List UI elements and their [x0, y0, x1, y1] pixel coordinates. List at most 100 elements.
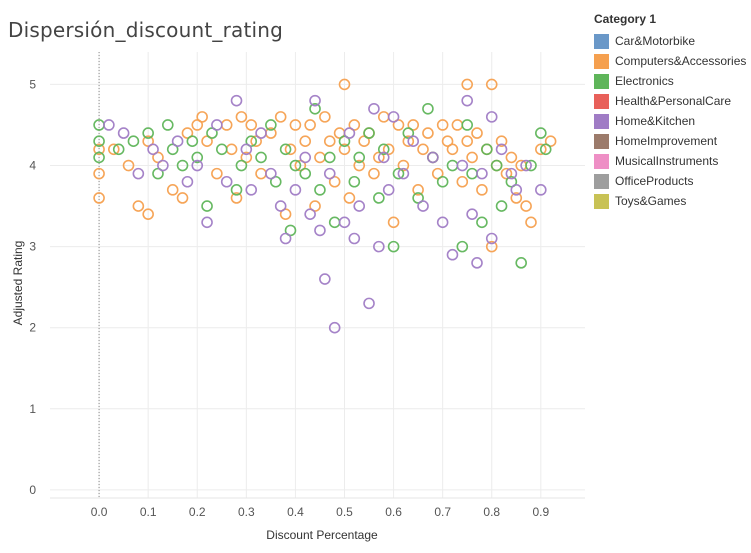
data-point	[93, 151, 105, 164]
legend-label: Computers&Accessories	[615, 54, 747, 68]
data-point	[117, 127, 130, 139]
data-point	[377, 111, 390, 123]
data-point	[481, 143, 493, 156]
data-point	[191, 151, 204, 164]
y-axis-title: Adjusted Rating	[11, 241, 25, 326]
data-point	[255, 127, 267, 139]
data-point	[338, 78, 351, 91]
data-point	[274, 111, 287, 123]
legend-label: OfficeProducts	[615, 174, 694, 188]
data-point	[328, 175, 341, 188]
data-point	[505, 167, 518, 180]
data-point	[279, 232, 292, 245]
legend-items: Car&Motorbike Computers&Accessories Electr…	[594, 31, 749, 211]
data-point	[245, 119, 258, 131]
data-point	[544, 135, 557, 147]
data-point	[461, 78, 474, 91]
legend-swatch	[594, 153, 609, 169]
data-point	[387, 240, 400, 253]
legend-item[interactable]: OfficeProducts	[594, 171, 749, 191]
legend-item[interactable]: HomeImprovement	[594, 131, 749, 151]
data-point	[348, 232, 361, 245]
gridlines	[50, 52, 585, 498]
y-tick-label: 3	[29, 240, 36, 254]
data-point	[525, 216, 537, 229]
data-point	[505, 151, 518, 164]
data-point	[245, 135, 258, 147]
data-point	[279, 208, 292, 220]
data-point	[535, 127, 547, 139]
legend-item[interactable]: MusicalInstruments	[594, 151, 749, 171]
data-point	[265, 167, 277, 180]
data-point	[471, 257, 483, 269]
legend-label: Toys&Games	[615, 194, 687, 208]
data-point	[446, 248, 459, 261]
data-point	[466, 208, 478, 220]
data-point	[142, 127, 154, 139]
legend-item[interactable]: Health&PersonalCare	[594, 91, 749, 111]
data-point	[122, 159, 135, 172]
data-point	[451, 119, 464, 131]
data-point	[338, 216, 351, 229]
data-point	[152, 151, 164, 164]
legend-item[interactable]: Car&Motorbike	[594, 31, 749, 51]
data-point	[220, 119, 233, 131]
data-point	[461, 94, 474, 107]
legend-label: Health&PersonalCare	[615, 94, 732, 108]
data-point	[471, 127, 483, 139]
x-tick-label: 0.0	[91, 505, 108, 519]
data-point	[485, 232, 498, 245]
data-point	[166, 184, 179, 196]
data-point	[132, 200, 145, 212]
x-tick-label: 0.5	[336, 505, 353, 519]
x-axis-title: Discount Percentage	[266, 528, 378, 542]
data-point	[422, 102, 434, 115]
legend-item[interactable]: Electronics	[594, 71, 749, 91]
legend-swatch	[594, 93, 609, 109]
y-tick-label: 0	[29, 483, 36, 497]
data-point	[392, 167, 405, 180]
data-point	[299, 135, 312, 147]
data-point	[245, 184, 258, 196]
data-point	[397, 167, 410, 180]
data-point	[284, 224, 297, 237]
legend-item[interactable]: Computers&Accessories	[594, 51, 749, 71]
data-point	[422, 127, 434, 139]
data-point	[176, 192, 189, 204]
data-point	[181, 175, 194, 188]
data-point	[220, 175, 233, 188]
data-point	[319, 273, 331, 285]
data-point	[201, 135, 213, 147]
data-point	[171, 135, 184, 147]
data-point	[368, 167, 380, 180]
legend-swatch	[594, 133, 609, 149]
data-point	[476, 184, 488, 196]
data-point	[495, 200, 508, 212]
legend-item[interactable]: Toys&Games	[594, 191, 749, 211]
data-point	[392, 119, 405, 131]
data-point	[93, 167, 105, 180]
data-point	[412, 184, 424, 196]
data-point	[510, 192, 523, 204]
data-point	[230, 192, 243, 204]
data-point	[368, 102, 380, 115]
data-point	[485, 240, 498, 253]
y-tick-label: 4	[29, 159, 36, 173]
data-point	[240, 151, 253, 164]
data-point	[279, 143, 292, 156]
legend-item[interactable]: Home&Kitchen	[594, 111, 749, 131]
data-point	[402, 135, 415, 147]
data-point	[328, 321, 341, 334]
data-point	[323, 167, 336, 180]
data-point	[373, 192, 385, 204]
data-point	[201, 216, 213, 229]
data-point	[191, 119, 204, 131]
data-point	[382, 143, 395, 156]
data-point	[358, 135, 370, 147]
data-point	[446, 143, 459, 156]
data-point	[348, 175, 361, 188]
data-point	[235, 111, 248, 123]
data-point	[456, 240, 469, 253]
data-point	[520, 200, 532, 212]
legend-label: MusicalInstruments	[615, 154, 719, 168]
